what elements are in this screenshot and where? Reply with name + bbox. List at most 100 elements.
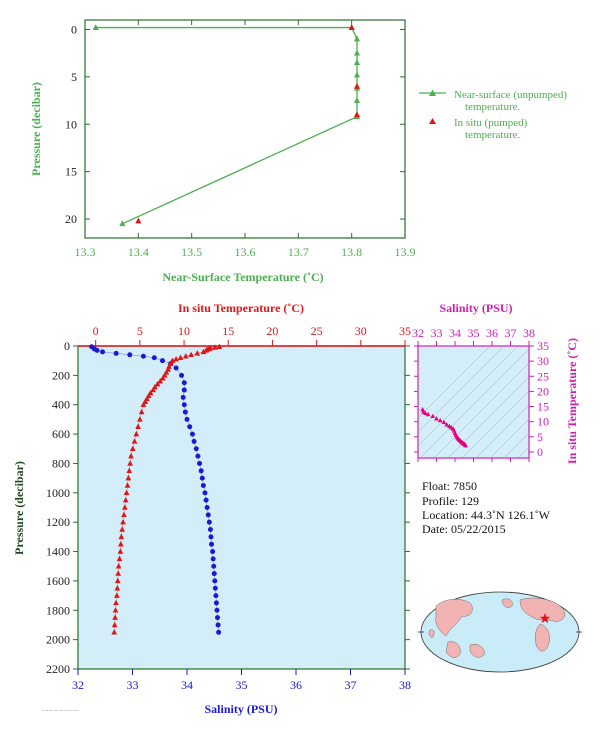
near-surface-series <box>92 24 361 227</box>
pressure-tick-label: 1800 <box>46 603 70 617</box>
near-surface-y-axis-label: Pressure (decibar) <box>29 82 43 176</box>
ts-y-tick-label: 15 <box>537 400 549 414</box>
salinity-point <box>179 372 185 378</box>
salinity-point <box>187 424 193 430</box>
density-contour-line <box>419 348 529 458</box>
pressure-axis-ticks: 0 200 400 600 800 1000 1200 1400 1600 1800 2000 220… <box>46 339 410 676</box>
temperature-point <box>116 555 123 562</box>
pumped-temperature-point <box>353 82 361 89</box>
salinity-point <box>212 585 218 591</box>
temperature-point <box>114 592 120 598</box>
pressure-tick-label: 2200 <box>46 662 70 676</box>
ts-x-tick-label: 36 <box>486 326 498 340</box>
ts-x-tick-label: 37 <box>505 326 517 340</box>
pressure-tick-label: 200 <box>52 368 70 382</box>
ts-x-tick-label: 33 <box>431 326 443 340</box>
salinity-point <box>207 527 213 533</box>
salinity-point <box>181 380 187 386</box>
temperature-point <box>200 348 207 355</box>
pressure-tick-label: 800 <box>52 456 70 470</box>
salinity-point <box>184 416 190 422</box>
near-surface-legend: Near-surface (unpumped) temperature. In s… <box>419 89 567 141</box>
temperature-point <box>117 548 124 554</box>
temperature-point <box>115 563 122 569</box>
unpumped-temperature-point <box>353 35 361 42</box>
temperature-point <box>128 452 134 459</box>
ts-y-tick-label: 20 <box>537 384 549 398</box>
salinity-point <box>197 460 203 466</box>
density-contour-line <box>489 418 529 458</box>
near-surface-x-axis-label: Near-Surface Temperature (˚C) <box>162 270 323 284</box>
temperature-top-axis-label: In situ Temperature (˚C) <box>178 301 304 315</box>
temperature-point <box>112 607 119 613</box>
near-surface-y-tick-label: 15 <box>65 165 77 179</box>
salinity-point <box>100 349 106 355</box>
temperature-top-tick-label: 25 <box>311 324 323 338</box>
temperature-point <box>133 430 140 437</box>
float-id: Float: 7850 <box>422 479 478 493</box>
unpumped-temperature-point <box>353 97 361 103</box>
salinity-point <box>213 593 219 599</box>
temperature-point <box>111 621 118 628</box>
density-contour-line <box>433 362 529 458</box>
pressure-tick-label: 400 <box>52 398 70 412</box>
density-contour-line <box>447 376 529 458</box>
salinity-point <box>127 352 133 358</box>
unpumped-temperature-point <box>353 59 361 66</box>
pressure-tick-label: 1600 <box>46 574 70 588</box>
salinity-bottom-tick-label: 38 <box>399 678 411 692</box>
temperature-point <box>157 378 164 384</box>
near-surface-x-tick-label: 13.9 <box>395 245 416 259</box>
ts-point <box>430 413 436 419</box>
salinity-point <box>180 394 186 400</box>
salinity-point <box>199 475 205 481</box>
salinity-point <box>195 453 201 459</box>
density-contour-line <box>475 404 529 458</box>
map-land <box>428 597 566 658</box>
float-location: Location: 44.3˚N 126.1˚W <box>422 508 550 522</box>
pressure-tick-label: 1000 <box>46 486 70 500</box>
ts-x-tick-label: 35 <box>468 326 480 340</box>
salinity-point <box>202 490 208 496</box>
salinity-point <box>215 622 221 628</box>
temperature-point <box>177 354 184 360</box>
temperature-point <box>182 353 189 359</box>
pressure-tick-label: 600 <box>52 427 70 441</box>
world-map <box>418 591 582 673</box>
salinity-point <box>203 497 209 503</box>
temperature-point <box>127 460 134 466</box>
salinity-point <box>210 549 216 555</box>
near-surface-y-ticks: 0 5 10 15 20 <box>65 22 405 226</box>
profile-plot-frame <box>77 345 406 670</box>
temperature-point <box>121 511 127 518</box>
ts-x-tick-label: 34 <box>449 326 461 340</box>
pressure-tick-label: 1400 <box>46 545 70 559</box>
ts-y-tick-label: 35 <box>537 339 549 353</box>
salinity-point <box>200 482 206 488</box>
temperature-point <box>123 489 130 496</box>
temperature-point <box>112 614 118 620</box>
salinity-bottom-tick-label: 37 <box>345 678 357 692</box>
temperature-point <box>119 526 126 532</box>
salinity-point <box>189 431 195 437</box>
near-surface-y-tick-label: 20 <box>65 212 77 226</box>
near-surface-x-ticks: 13.3 13.4 13.5 13.6 13.7 13.8 13.9 <box>75 20 416 259</box>
temperature-top-tick-label: 0 <box>93 324 99 338</box>
temperature-point <box>121 504 128 510</box>
ts-x-tick-label: 38 <box>523 326 535 340</box>
near-surface-x-tick-label: 13.4 <box>128 245 149 259</box>
ts-y-tick-label: 25 <box>537 369 549 383</box>
temperature-point <box>111 629 118 635</box>
density-contour-line <box>503 432 529 458</box>
salinity-point <box>211 563 217 569</box>
temperature-top-tick-label: 20 <box>266 324 278 338</box>
temperature-point <box>140 401 147 407</box>
temperature-point <box>173 356 179 362</box>
temperature-point <box>188 351 195 358</box>
temperature-top-tick-label: 10 <box>178 324 190 338</box>
temperature-point <box>150 386 157 393</box>
ts-point <box>444 422 450 427</box>
temperature-point <box>126 467 133 474</box>
density-contour-line <box>418 346 519 447</box>
